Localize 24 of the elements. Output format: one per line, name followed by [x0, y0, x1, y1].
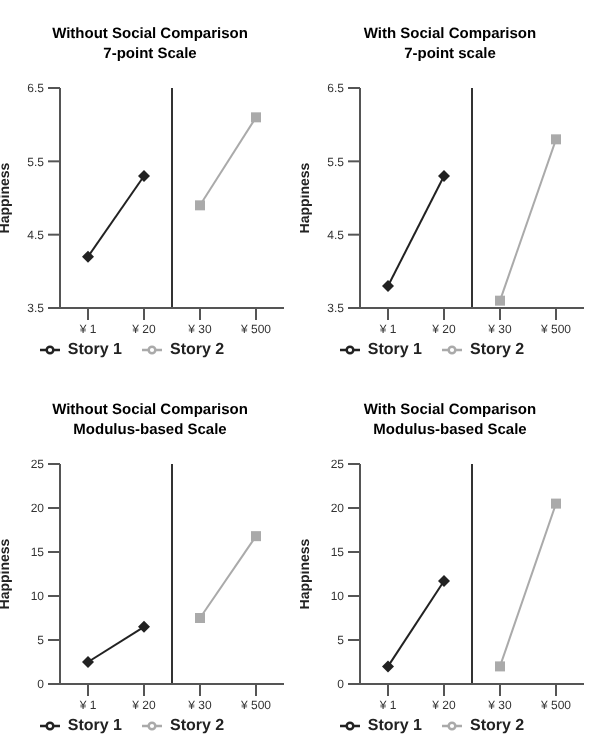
point — [382, 280, 394, 292]
point — [438, 170, 450, 182]
point — [382, 660, 394, 673]
point — [195, 613, 205, 623]
legend-label: Story 2 — [170, 340, 225, 359]
point — [495, 661, 505, 672]
point — [195, 200, 205, 211]
legend-label: Story 1 — [367, 716, 422, 735]
point — [495, 295, 505, 306]
legend-label: Story 1 — [367, 340, 422, 359]
point — [551, 498, 561, 509]
legend-label: Story 1 — [67, 340, 122, 359]
legend-label: Story 1 — [67, 716, 122, 735]
point — [82, 250, 94, 263]
point — [138, 620, 150, 633]
legend-label: Story 2 — [170, 716, 225, 735]
point — [138, 170, 150, 182]
point — [251, 531, 261, 542]
legend-label: Story 2 — [470, 340, 525, 359]
legend-label: Story 2 — [470, 716, 525, 735]
point — [551, 134, 561, 145]
point — [251, 112, 261, 123]
point — [438, 575, 450, 588]
point — [82, 656, 94, 668]
